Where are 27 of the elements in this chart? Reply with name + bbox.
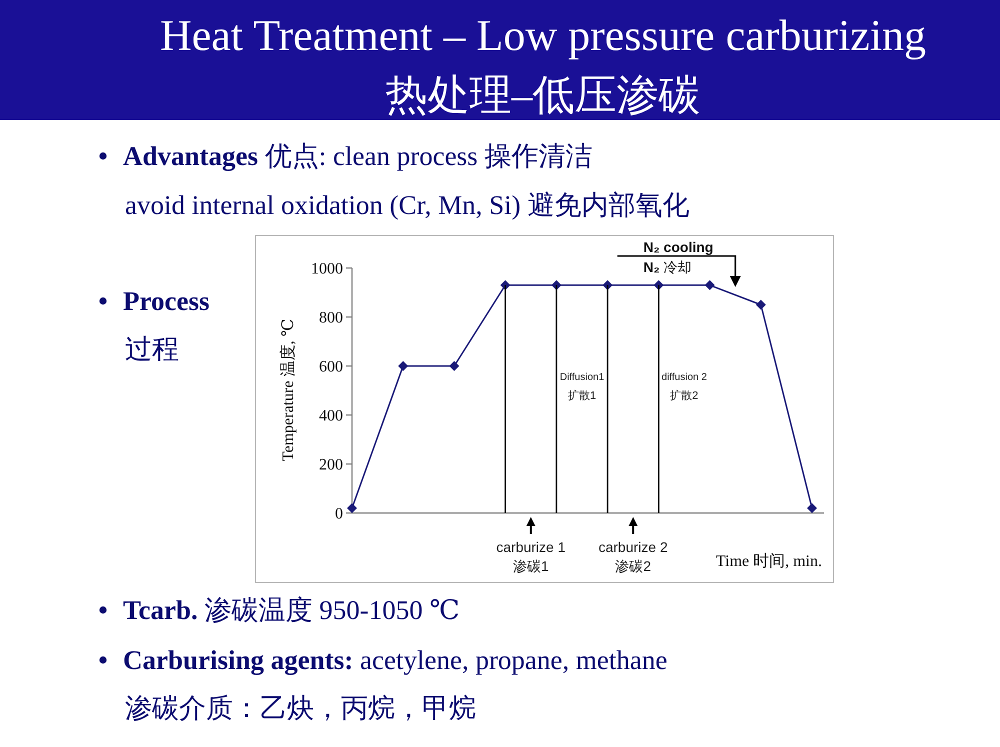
y-tick-label: 1000 — [311, 260, 343, 278]
annotation: 扩散1 — [568, 390, 596, 402]
annotation: Carburising agents: acetylene, propane, methane — [123, 645, 668, 675]
y-tick-label: 0 — [335, 506, 343, 522]
annotation: carburize 2 — [598, 539, 668, 555]
y-tick-label: 800 — [319, 310, 343, 326]
annotation: 渗碳2 — [615, 558, 651, 574]
annotation: diffusion 2 — [662, 372, 707, 383]
annotation: Diffusion1 — [560, 372, 604, 383]
y-tick-label: 400 — [319, 408, 343, 424]
annotation: N₂ cooling — [643, 239, 714, 255]
title: Heat Treatment – Low pressure carburizing — [160, 11, 926, 60]
y-tick-label: 200 — [319, 456, 343, 474]
annotation: 渗碳介质：乙炔，丙烷，甲烷 — [125, 693, 476, 723]
y-axis-title: Temperature 温度, ℃ — [280, 318, 297, 462]
x-axis-title: Time 时间, min. — [716, 553, 822, 570]
annotation: 过程 — [125, 334, 179, 364]
annotation: 扩散2 — [670, 390, 698, 402]
annotation: Advantages 优点: clean process 操作清洁 — [123, 141, 592, 171]
annotation: Tcarb. 渗碳温度 950-1050 ℃ — [123, 595, 460, 625]
annotation: Process — [123, 286, 210, 316]
annotation: 渗碳1 — [513, 558, 549, 574]
annotation: carburize 1 — [496, 539, 566, 555]
y-tick-label: 600 — [319, 358, 343, 376]
annotation: N₂ 冷却 — [643, 259, 692, 275]
subtitle: 热处理–低压渗碳 — [386, 73, 700, 119]
annotation: avoid internal oxidation (Cr, Mn, Si) 避免内部氧化 — [125, 190, 690, 220]
